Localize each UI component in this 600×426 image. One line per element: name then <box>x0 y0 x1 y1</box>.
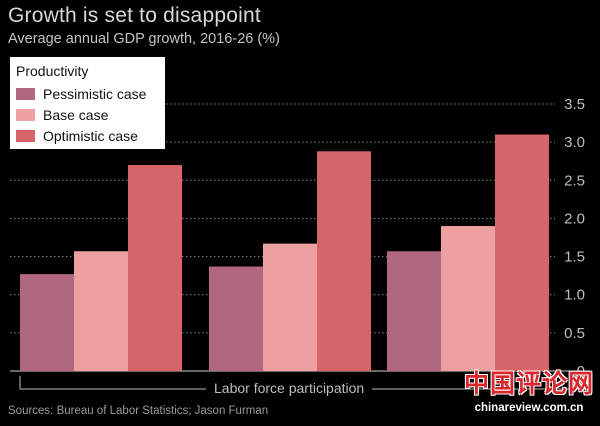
chart-title: Growth is set to disappoint <box>8 4 261 27</box>
bar <box>128 165 182 371</box>
watermark-text: 中国评论网 <box>463 369 594 398</box>
bar <box>263 243 317 371</box>
x-axis-label: Labor force participation <box>206 380 373 396</box>
bar <box>317 151 371 371</box>
y-tick-label: 0.5 <box>564 325 585 342</box>
y-tick-label: 3.0 <box>564 134 585 151</box>
legend: Productivity Pessimistic case Base case … <box>10 57 165 149</box>
legend-title: Productivity <box>16 63 89 79</box>
source-note: Sources: Bureau of Labor Statistics; Jas… <box>8 405 269 417</box>
y-tick-label: 2.5 <box>564 172 585 189</box>
legend-label-optimistic: Optimistic case <box>43 127 138 144</box>
chart-subtitle: Average annual GDP growth, 2016-26 (%) <box>8 31 280 47</box>
legend-swatch-base <box>16 108 35 121</box>
legend-item-optimistic: Optimistic case <box>16 125 159 146</box>
y-tick-label: 1.0 <box>564 287 585 304</box>
watermark-url: chinareview.com.cn <box>474 402 584 414</box>
legend-swatch-optimistic <box>16 129 35 142</box>
y-tick-label: 3.5 <box>564 96 585 113</box>
bar <box>495 134 549 371</box>
legend-label-pessimistic: Pessimistic case <box>43 85 147 102</box>
y-tick-label: 2.0 <box>564 210 585 227</box>
legend-item-base: Base case <box>16 104 159 125</box>
bar <box>209 266 263 371</box>
y-tick-label: 1.5 <box>564 249 585 266</box>
bar <box>387 251 441 371</box>
bar <box>20 274 74 371</box>
legend-swatch-pessimistic <box>16 87 35 100</box>
watermark-logo: 中国评论网 chinareview.com.cn <box>462 368 596 420</box>
bar <box>74 251 128 371</box>
bar <box>441 226 495 371</box>
legend-item-pessimistic: Pessimistic case <box>16 83 159 104</box>
legend-label-base: Base case <box>43 106 109 123</box>
